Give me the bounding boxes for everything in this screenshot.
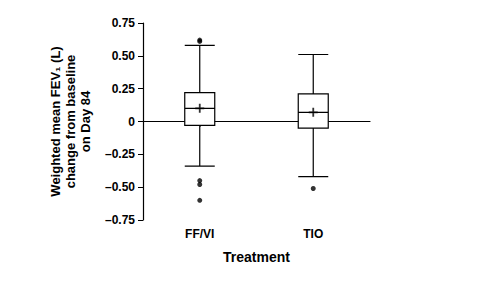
svg-text:–0.25: –0.25 (105, 147, 135, 161)
svg-text:change from baseline: change from baseline (63, 55, 78, 189)
svg-text:TIO: TIO (303, 227, 323, 241)
svg-text:0.50: 0.50 (112, 49, 136, 63)
svg-text:–0.50: –0.50 (105, 180, 135, 194)
svg-text:Weighted mean FEV₁ (L): Weighted mean FEV₁ (L) (48, 46, 63, 196)
svg-text:FF/VI: FF/VI (185, 227, 214, 241)
svg-text:Treatment: Treatment (223, 249, 290, 265)
svg-text:0.25: 0.25 (112, 82, 136, 96)
svg-text:–0.75: –0.75 (105, 213, 135, 227)
svg-text:0.75: 0.75 (112, 16, 136, 30)
svg-text:0: 0 (128, 115, 135, 129)
svg-text:on Day 84: on Day 84 (78, 90, 93, 152)
